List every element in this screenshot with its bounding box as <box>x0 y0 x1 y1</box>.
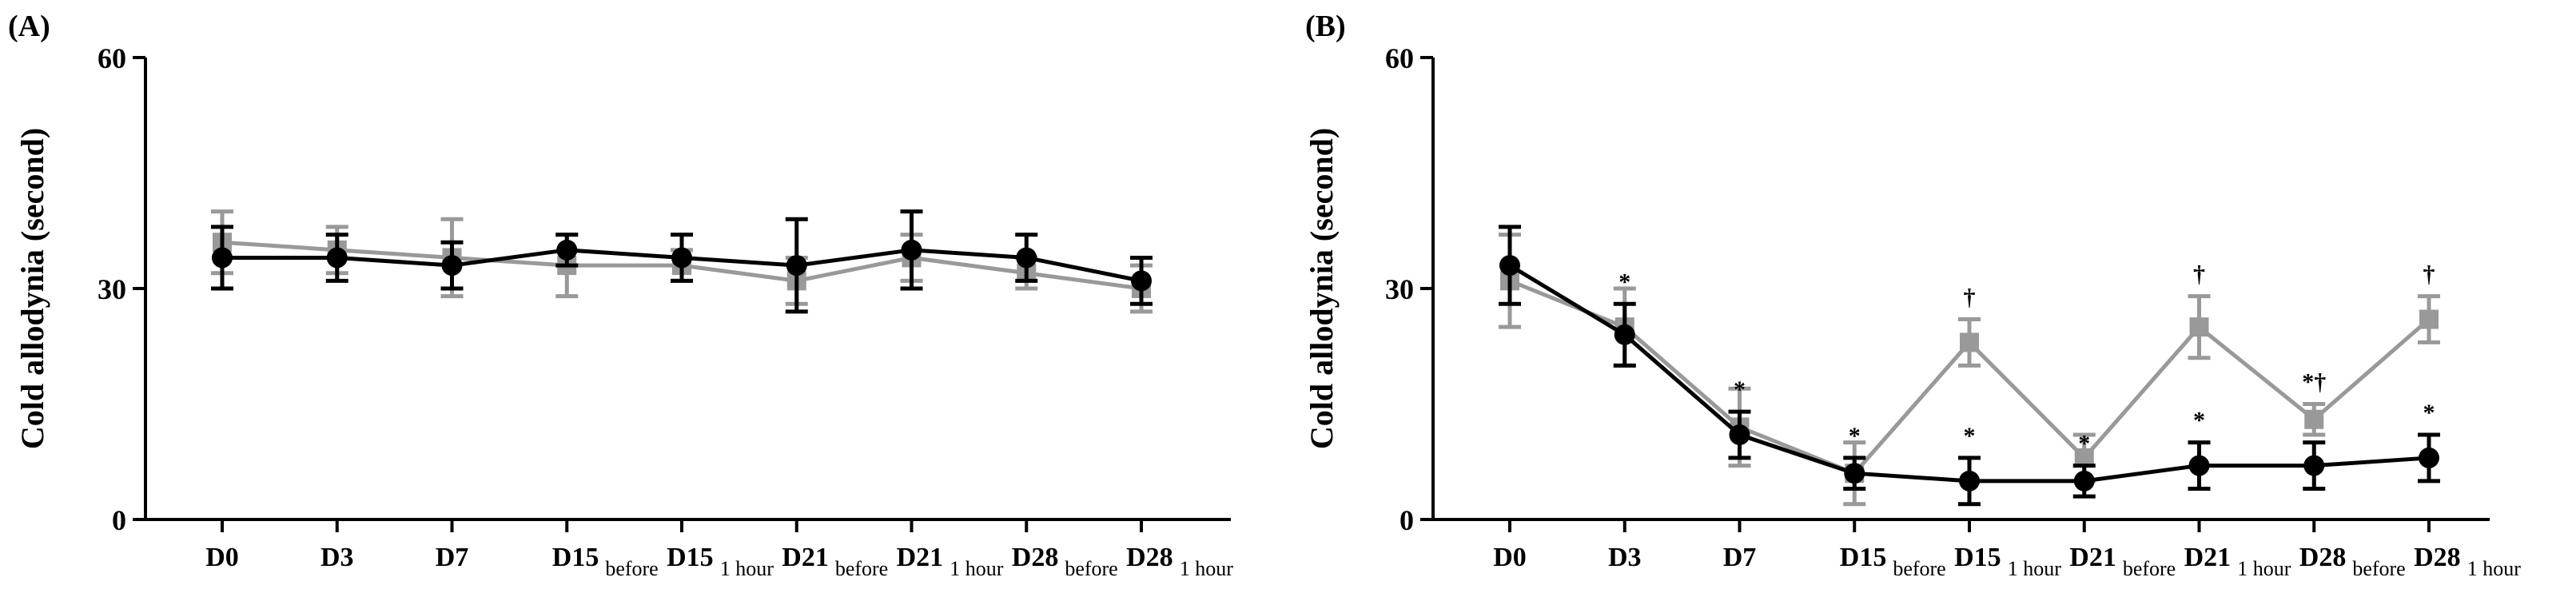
significance-mark: * <box>1734 376 1746 403</box>
x-tick-label: D15 before <box>1840 543 1946 580</box>
x-tick-main: D3 <box>321 543 354 572</box>
data-point-square <box>2189 317 2209 337</box>
data-point-circle <box>1614 324 1635 345</box>
x-tick-main: D3 <box>1608 543 1642 572</box>
y-tick-label: 0 <box>112 504 126 536</box>
x-tick-subscript: 1 hour <box>950 557 1004 580</box>
data-point-circle <box>1729 424 1750 446</box>
y-axis-label: Cold allodynia (second) <box>14 128 50 449</box>
x-tick-subscript: before <box>2352 557 2405 580</box>
x-tick-label: D7 <box>1723 543 1757 572</box>
x-tick-main: D15 <box>552 543 599 572</box>
x-tick-label: D15 before <box>552 543 659 580</box>
data-point-square <box>2419 309 2439 329</box>
data-point-circle <box>1844 463 1865 484</box>
x-tick-main: D0 <box>1493 543 1527 572</box>
x-tick-main: D21 <box>2069 543 2116 572</box>
x-tick-label: D0 <box>205 543 239 572</box>
x-tick-main: D15 <box>667 543 714 572</box>
x-tick-subscript: before <box>2123 557 2176 580</box>
data-point-circle <box>556 239 578 261</box>
x-tick-subscript: 1 hour <box>1180 557 1234 580</box>
x-tick-label: D15 1 hour <box>1954 543 2061 580</box>
data-point-circle <box>212 247 233 269</box>
x-tick-label: D21 1 hour <box>897 543 1004 580</box>
x-tick-main: D28 <box>2414 543 2461 572</box>
x-tick-label: D7 <box>436 543 469 572</box>
x-tick-main: D7 <box>1723 543 1757 572</box>
x-tick-label: D0 <box>1493 543 1527 572</box>
panel-b: (B) Cold allodynia (second) 0 30 60 D0 D3 D7 D15… <box>1304 10 2521 580</box>
x-tick-label: D21 before <box>2069 543 2176 580</box>
y-tick-label: 0 <box>1399 504 1414 536</box>
y-tick-label: 30 <box>98 273 126 305</box>
x-tick-subscript: 1 hour <box>2237 557 2291 580</box>
panel-label: (B) <box>1305 10 1346 43</box>
data-point-circle <box>441 255 463 277</box>
series-black <box>211 209 1153 314</box>
x-tick-main: D0 <box>205 543 239 572</box>
data-point-circle <box>1016 247 1037 269</box>
x-tick-main: D28 <box>2299 543 2347 572</box>
significance-mark: * <box>2078 431 2090 457</box>
panel-a: (A) Cold allodynia (second) 0 30 60 D0 D3 D7 D15… <box>8 10 1233 580</box>
x-tick-main: D21 <box>2184 543 2232 572</box>
x-tick-subscript: before <box>1893 557 1945 580</box>
x-tick-subscript: 1 hour <box>2467 557 2522 580</box>
data-point-square <box>1960 332 1979 352</box>
x-tick-subscript: 1 hour <box>720 557 774 580</box>
x-tick-subscript: 1 hour <box>2008 557 2062 580</box>
y-tick-label: 60 <box>98 42 126 74</box>
x-tick-main: D15 <box>1840 543 1887 572</box>
x-tick-main: D28 <box>1012 543 1059 572</box>
data-point-circle <box>2073 470 2095 492</box>
y-axis-label: Cold allodynia (second) <box>1304 128 1340 449</box>
x-tick-label: D21 1 hour <box>2184 543 2291 580</box>
x-tick-main: D28 <box>1126 543 1173 572</box>
significance-mark: * <box>2193 408 2205 434</box>
panel-label: (A) <box>8 10 50 43</box>
data-point-circle <box>671 247 692 269</box>
data-point-circle <box>1499 255 1520 277</box>
x-tick-label: D3 <box>1608 543 1642 572</box>
data-point-square <box>2304 409 2324 429</box>
data-point-circle <box>786 255 807 277</box>
significance-mark: † <box>1964 285 1976 311</box>
significance-mark: * <box>1618 269 1630 295</box>
x-tick-subscript: before <box>1065 557 1117 580</box>
x-tick-label: D21 before <box>782 543 888 580</box>
x-tick-subscript: before <box>605 557 658 580</box>
y-tick-label: 60 <box>1385 42 1414 74</box>
data-point-circle <box>2419 447 2439 468</box>
x-tick-label: D3 <box>321 543 354 572</box>
x-tick-main: D21 <box>897 543 944 572</box>
significance-mark: * <box>1964 423 1976 449</box>
data-point-circle <box>901 239 922 261</box>
x-tick-label: D28 1 hour <box>1126 543 1233 580</box>
x-tick-label: D15 1 hour <box>667 543 774 580</box>
x-tick-label: D28 1 hour <box>2414 543 2521 580</box>
x-tick-label: D28 before <box>2299 543 2406 580</box>
x-tick-label: D28 before <box>1012 543 1118 580</box>
significance-mark: *† <box>2302 369 2326 396</box>
significance-mark: † <box>2193 261 2205 288</box>
series-black: * * * * * * * <box>1499 225 2440 507</box>
significance-mark: † <box>2423 261 2435 288</box>
x-tick-main: D15 <box>1954 543 2001 572</box>
data-point-circle <box>326 247 348 269</box>
significance-mark: * <box>2423 400 2435 426</box>
data-point-circle <box>1959 470 1980 492</box>
data-point-circle <box>2188 455 2210 476</box>
data-point-circle <box>2303 455 2325 476</box>
significance-mark: * <box>1849 423 1861 449</box>
x-tick-main: D21 <box>782 543 829 572</box>
y-tick-label: 30 <box>1385 273 1414 305</box>
x-tick-subscript: before <box>835 557 888 580</box>
data-point-circle <box>1131 270 1152 292</box>
x-tick-main: D7 <box>436 543 469 572</box>
